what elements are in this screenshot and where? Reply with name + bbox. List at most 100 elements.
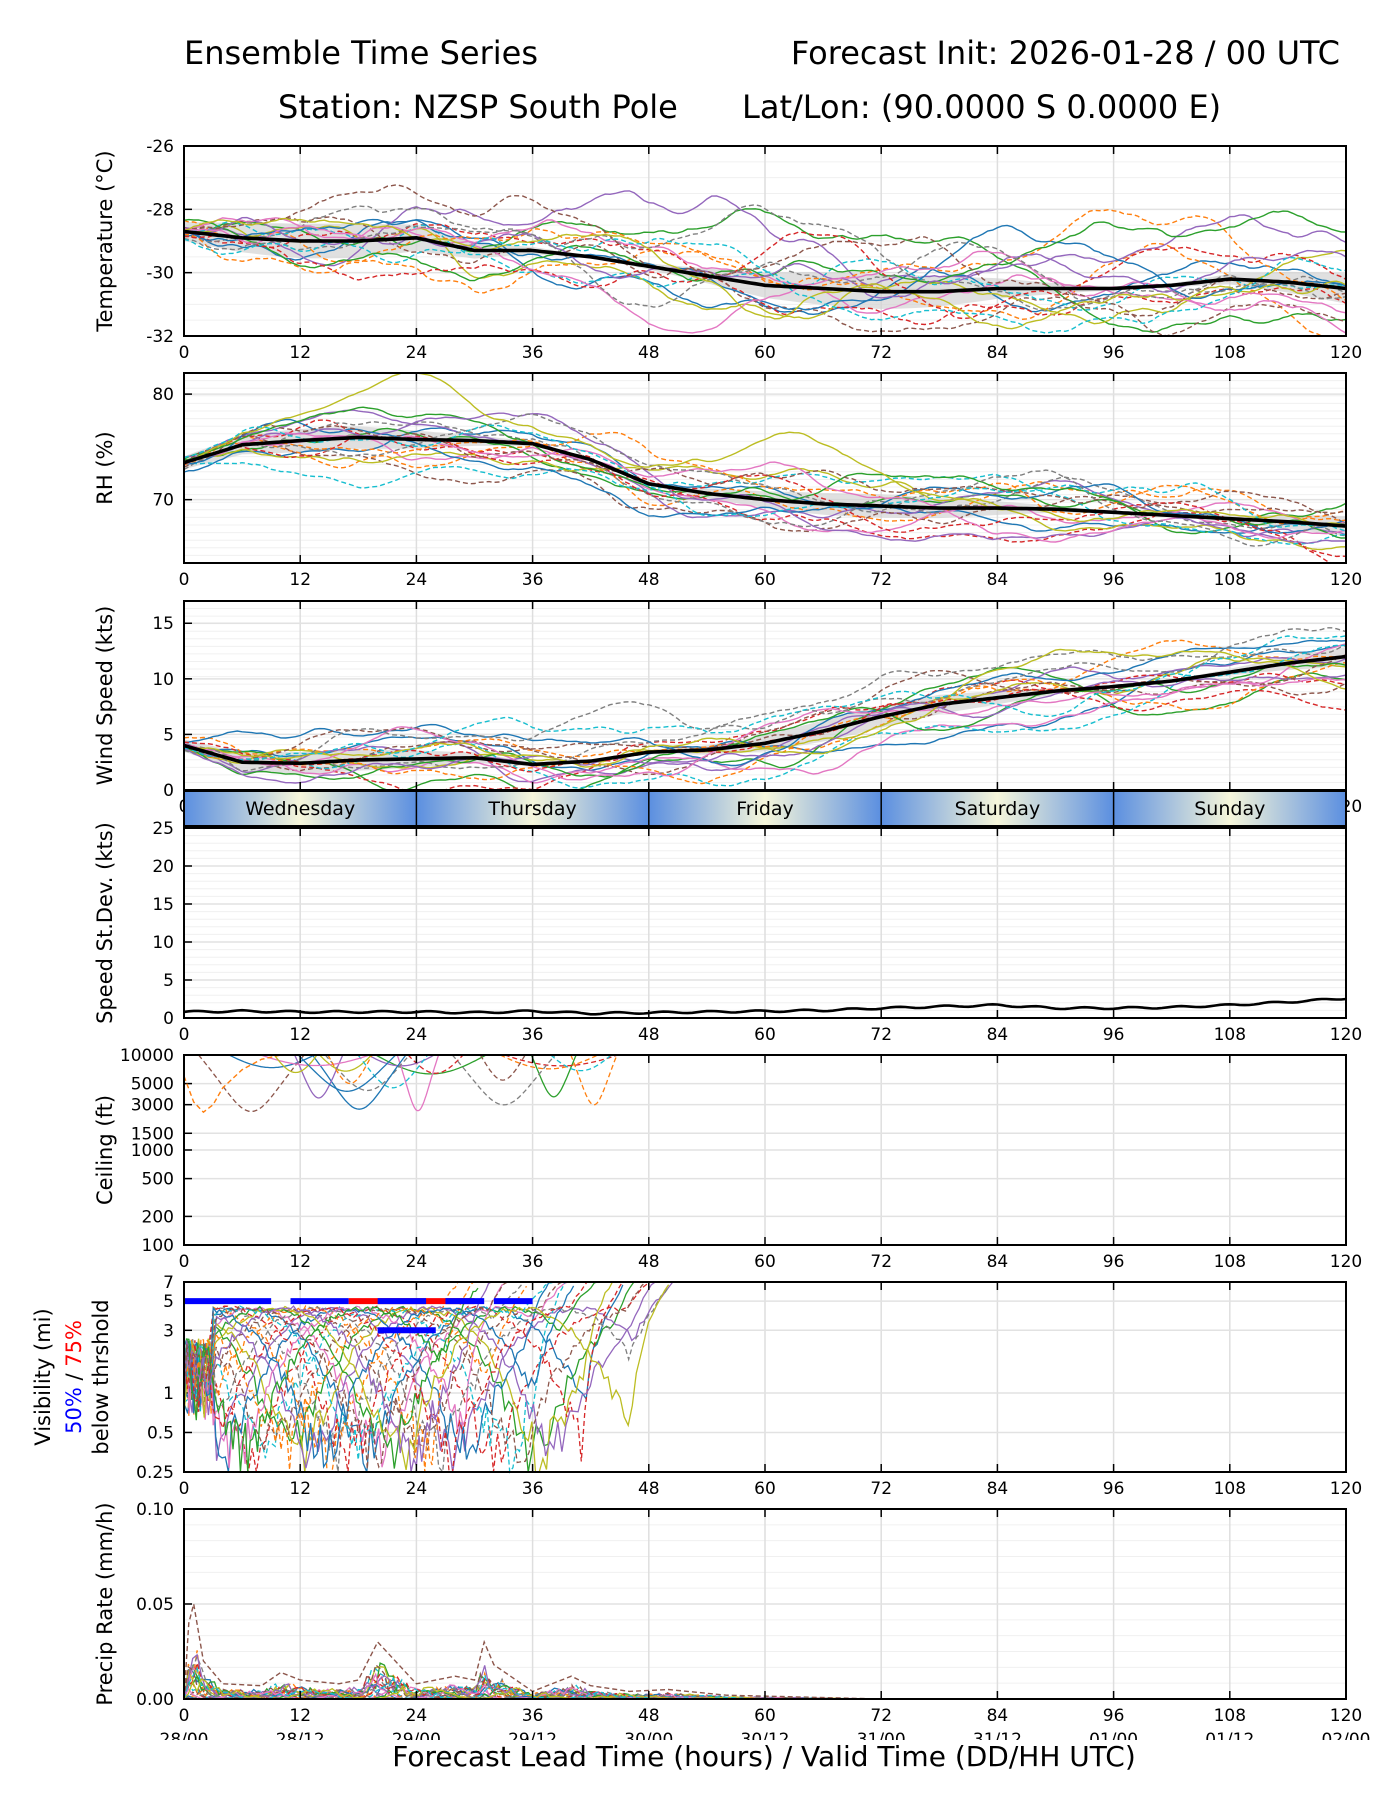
ensemble-member-line bbox=[183, 218, 1347, 316]
y-tick-label: 5 bbox=[163, 1292, 174, 1312]
ensemble-mean-line bbox=[183, 654, 1347, 767]
ensemble-member-line bbox=[183, 431, 1347, 525]
x-tick-label: 0 bbox=[179, 343, 190, 363]
x-tick-label: 36 bbox=[522, 343, 544, 363]
y-tick-label: 100 bbox=[142, 1236, 174, 1256]
x-valid-tick-label: 02/00 bbox=[1322, 1730, 1371, 1740]
ensemble-member-line bbox=[183, 639, 1347, 758]
station-label: Station: NZSP South Pole bbox=[278, 88, 678, 126]
visibility-member-line bbox=[183, 1281, 505, 1473]
ensemble-member-line bbox=[183, 643, 1347, 784]
y-tick-label: 0.00 bbox=[136, 1690, 174, 1710]
y-tick-label: 1000 bbox=[131, 1141, 174, 1161]
x-valid-tick-label: 29/12 bbox=[508, 1730, 557, 1740]
x-tick-label: 36 bbox=[522, 570, 544, 590]
precip-y-label: Precip Rate (mm/h) bbox=[93, 1502, 117, 1705]
legend-separator: / bbox=[62, 1367, 86, 1387]
x-tick-label: 108 bbox=[1214, 1706, 1246, 1726]
x-tick-label: 96 bbox=[1103, 1706, 1125, 1726]
y-tick-label: 80 bbox=[152, 385, 174, 405]
visibility-member-line bbox=[183, 1283, 622, 1473]
y-tick-label: -26 bbox=[146, 137, 174, 157]
day-band-cell bbox=[184, 791, 417, 826]
ensemble-member-line bbox=[183, 644, 1347, 770]
x-tick-label: 120 bbox=[1330, 1706, 1362, 1726]
y-tick-label: -32 bbox=[146, 327, 174, 347]
ensemble-member-line bbox=[183, 448, 1346, 551]
x-tick-label: 36 bbox=[522, 1252, 544, 1272]
y-tick-label: 15 bbox=[152, 614, 174, 634]
y-tick-label: 5 bbox=[163, 971, 174, 991]
legend-50-percent: 50% bbox=[62, 1387, 86, 1434]
ceiling-member-line bbox=[407, 1054, 464, 1074]
x-tick-label: 36 bbox=[522, 1025, 544, 1045]
x-tick-label: 108 bbox=[1214, 1479, 1246, 1499]
x-tick-label: 108 bbox=[1214, 1025, 1246, 1045]
ensemble-member-line bbox=[183, 627, 1347, 772]
ensemble-member-line bbox=[184, 208, 1347, 301]
visibility-member-line bbox=[183, 1281, 667, 1473]
x-tick-label: 24 bbox=[406, 1479, 428, 1499]
x-tick-label: 0 bbox=[179, 1025, 190, 1045]
day-label-friday: Friday bbox=[736, 798, 794, 820]
visibility-member-line bbox=[183, 1281, 598, 1469]
x-valid-tick-label: 01/12 bbox=[1205, 1730, 1254, 1740]
ensemble-member-line bbox=[183, 419, 1347, 558]
x-tick-label: 60 bbox=[754, 570, 776, 590]
panel-frame bbox=[183, 372, 1347, 564]
ceiling-member-line bbox=[479, 1054, 526, 1081]
x-tick-label: 60 bbox=[754, 343, 776, 363]
x-tick-label: 84 bbox=[987, 1025, 1009, 1045]
visibility-member-line bbox=[183, 1281, 666, 1464]
day-band-frame bbox=[183, 790, 1347, 827]
y-tick-label: 3000 bbox=[131, 1096, 174, 1116]
x-tick-label: 24 bbox=[406, 1252, 428, 1272]
x-tick-label: 60 bbox=[754, 1706, 776, 1726]
visibility-member-line bbox=[183, 1281, 528, 1470]
y-tick-label: 70 bbox=[152, 491, 174, 511]
x-tick-label: 96 bbox=[1103, 1252, 1125, 1272]
x-tick-label: 108 bbox=[1214, 570, 1246, 590]
x-tick-label: 72 bbox=[870, 1025, 892, 1045]
x-tick-label: 72 bbox=[870, 1706, 892, 1726]
day-band-cell bbox=[1113, 791, 1346, 826]
y-tick-label: -28 bbox=[146, 200, 174, 220]
x-tick-label: 0 bbox=[179, 1706, 190, 1726]
ensemble-plot-area: -32-30-28-260 12 24 36 48 60 72 84 96 108 120Tempe… bbox=[31, 137, 1371, 1740]
ensemble-member-line bbox=[183, 674, 1347, 784]
x-tick-label: 12 bbox=[289, 1479, 311, 1499]
visibility-member-line bbox=[183, 1281, 558, 1460]
panel-frame bbox=[183, 1281, 1347, 1473]
x-tick-label: 12 bbox=[289, 343, 311, 363]
x-valid-tick-label: 28/00 bbox=[160, 1730, 209, 1740]
visibility-threshold-legend: 50% / 75% bbox=[62, 1320, 86, 1434]
x-tick-label: 0 bbox=[179, 570, 190, 590]
day-label-thursday: Thursday bbox=[487, 798, 576, 820]
x-valid-tick-label: 30/00 bbox=[624, 1730, 673, 1740]
y-tick-label: 1500 bbox=[131, 1124, 174, 1144]
day-label-sunday: Sunday bbox=[1194, 798, 1265, 820]
ceiling-member-line bbox=[319, 1054, 373, 1072]
y-tick-label: 0.05 bbox=[136, 1595, 174, 1615]
x-tick-label: 60 bbox=[754, 1479, 776, 1499]
ensemble-member-line bbox=[183, 236, 1347, 334]
ensemble-member-line bbox=[183, 677, 1347, 781]
ceiling-member-line bbox=[273, 1054, 318, 1074]
visibility-member-line bbox=[183, 1281, 565, 1473]
x-tick-label: 48 bbox=[638, 570, 660, 590]
y-tick-label: 0 bbox=[163, 781, 174, 801]
x-tick-label: 60 bbox=[754, 1252, 776, 1272]
visibility-member-line bbox=[183, 1281, 609, 1473]
x-tick-label: 96 bbox=[1103, 1025, 1125, 1045]
ceiling-member-line bbox=[198, 1054, 305, 1113]
x-tick-label: 0 bbox=[179, 1252, 190, 1272]
ceiling-member-line bbox=[504, 1054, 618, 1067]
day-band-cell bbox=[881, 791, 1114, 826]
y-tick-label: 200 bbox=[142, 1207, 174, 1227]
ensemble-member-line bbox=[183, 420, 1347, 537]
visibility-threshold-note: below thrshold bbox=[89, 1299, 113, 1454]
visibility-member-line bbox=[183, 1281, 574, 1468]
ceiling-member-line bbox=[327, 1054, 373, 1085]
forecast-init-label: Forecast Init: 2026-01-28 / 00 UTC bbox=[790, 34, 1340, 72]
y-tick-label: 500 bbox=[142, 1170, 174, 1190]
